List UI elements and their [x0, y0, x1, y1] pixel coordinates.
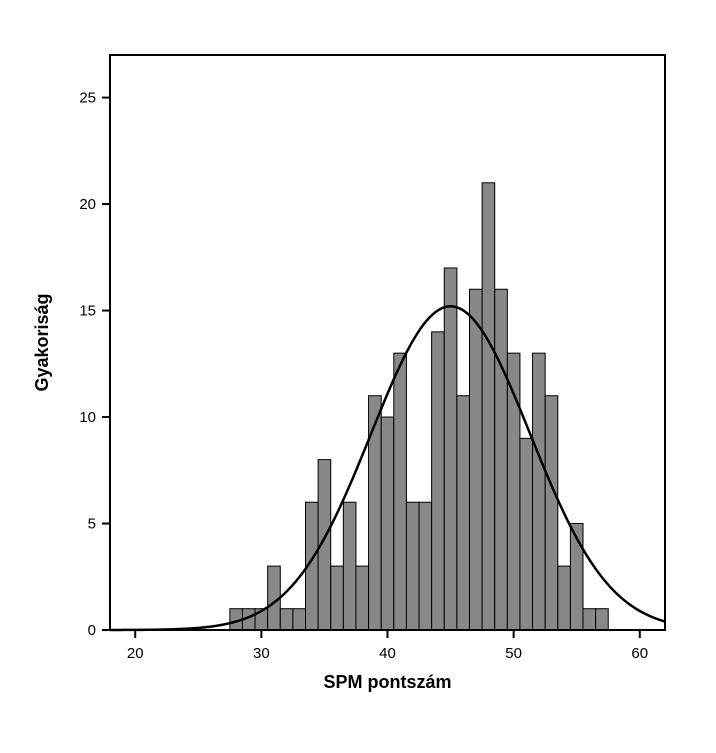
histogram-bar — [558, 566, 571, 630]
x-tick-label: 40 — [379, 645, 396, 662]
chart-svg: 20 30 40 50 60 0 5 10 15 20 25 SPM pontszám Gyakoris… — [0, 0, 716, 753]
histogram-bar — [293, 609, 306, 630]
histogram-bar — [331, 566, 344, 630]
histogram-bar — [495, 289, 508, 630]
histogram-bar — [457, 396, 470, 630]
x-tick-label: 60 — [631, 645, 648, 662]
histogram-bar — [369, 396, 382, 630]
y-tick-label: 10 — [79, 409, 96, 426]
histogram-bar — [280, 609, 293, 630]
y-tick-label: 5 — [88, 516, 96, 533]
histogram-bar — [482, 183, 495, 630]
y-tick-label: 20 — [79, 196, 96, 213]
histogram-bar — [469, 289, 482, 630]
y-tick-label: 15 — [79, 303, 96, 320]
histogram-bar — [419, 502, 432, 630]
histogram-bar — [356, 566, 369, 630]
histogram-bar — [343, 502, 356, 630]
y-tick-label: 0 — [88, 622, 96, 639]
x-tick-label: 30 — [253, 645, 270, 662]
histogram-bar — [444, 268, 457, 630]
histogram-bar — [545, 396, 558, 630]
histogram-bar — [394, 353, 407, 630]
histogram-bar — [432, 332, 445, 630]
histogram-bar — [583, 609, 596, 630]
histogram-bar — [596, 609, 609, 630]
x-axis-label: SPM pontszám — [323, 672, 451, 692]
y-tick-label: 25 — [79, 90, 96, 107]
x-tick-label: 50 — [505, 645, 522, 662]
histogram-chart: 20 30 40 50 60 0 5 10 15 20 25 SPM pontszám Gyakoris… — [0, 0, 716, 753]
y-axis-label: Gyakoriság — [32, 293, 52, 391]
histogram-bar — [406, 502, 419, 630]
histogram-bar — [381, 417, 394, 630]
histogram-bar — [533, 353, 546, 630]
histogram-bar — [520, 438, 533, 630]
x-tick-label: 20 — [127, 645, 144, 662]
